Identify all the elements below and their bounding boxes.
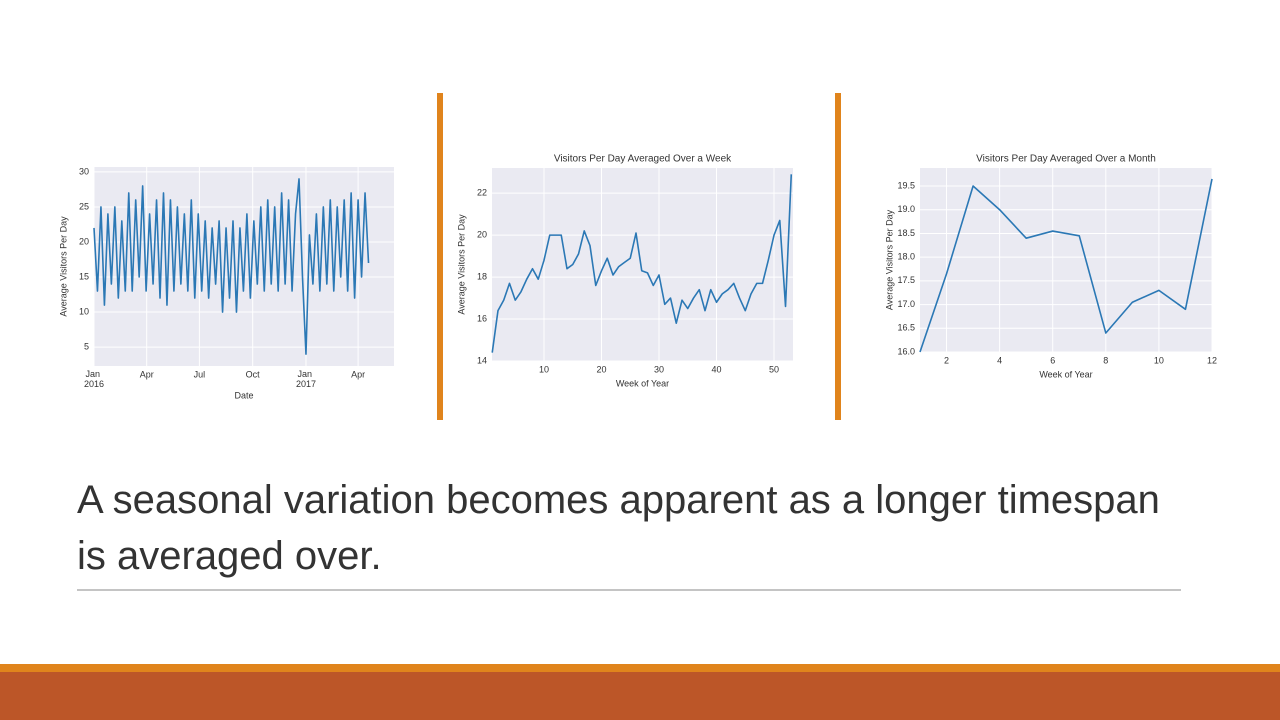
x-tick-label: 8 [1103,355,1108,365]
y-tick-label: 19.0 [897,204,915,214]
x-tick-label: 10 [1154,355,1164,365]
y-axis-label: Average Visitors Per Day [58,216,68,317]
y-tick-label: 16 [477,313,487,323]
y-tick-label: 14 [477,355,487,365]
caption: A seasonal variation becomes apparent as… [77,478,1160,578]
plot-area [492,168,793,361]
x-tick-label: 40 [712,364,722,374]
x-tick-label: 30 [654,364,664,374]
y-tick-label: 20 [477,230,487,240]
x-tick-label: 20 [596,364,606,374]
data-line [491,174,793,353]
y-tick-label: 5 [84,341,89,351]
y-tick-label: 20 [79,236,89,246]
y-tick-label: 17.5 [897,275,915,285]
y-tick-label: 18.5 [897,228,915,238]
footer-stripe [0,664,1280,672]
x-tick-label: 4 [997,355,1002,365]
x-tick-label: 12 [1207,355,1217,365]
y-tick-label: 19.5 [897,180,915,190]
x-tick-label: 6 [1050,355,1055,365]
data-line [93,178,370,355]
chart-title: Visitors Per Day Averaged Over a Month [976,154,1156,165]
y-axis-label: Average Visitors Per Day [884,209,894,310]
x-tick-label: Jan 2016 [84,369,104,389]
y-tick-label: 22 [477,188,487,198]
x-axis-label: Week of Year [616,378,669,388]
y-tick-label: 30 [79,166,89,176]
divider [437,93,443,420]
plot-area [920,168,1212,352]
y-axis-label: Average Visitors Per Day [456,214,466,315]
y-tick-label: 18.0 [897,252,915,262]
chart-title: Visitors Per Day Averaged Over a Week [554,154,732,165]
divider [835,93,841,420]
x-axis-label: Date [234,390,253,400]
x-tick-label: 10 [539,364,549,374]
x-tick-label: 2 [944,355,949,365]
y-tick-label: 18 [477,271,487,281]
y-tick-label: 10 [79,306,89,316]
data-line [919,178,1213,353]
x-tick-label: Apr [351,369,365,379]
x-tick-label: Apr [140,369,154,379]
y-tick-label: 17.0 [897,299,915,309]
y-tick-label: 16.0 [897,346,915,356]
x-axis-label: Week of Year [1039,369,1092,379]
x-tick-label: 50 [769,364,779,374]
x-tick-label: Jan 2017 [296,369,316,389]
x-tick-label: Oct [246,369,261,379]
y-tick-label: 15 [79,271,89,281]
y-tick-label: 16.5 [897,323,915,333]
footer-bar [0,672,1280,720]
x-tick-label: Jul [194,369,206,379]
y-tick-label: 25 [79,201,89,211]
